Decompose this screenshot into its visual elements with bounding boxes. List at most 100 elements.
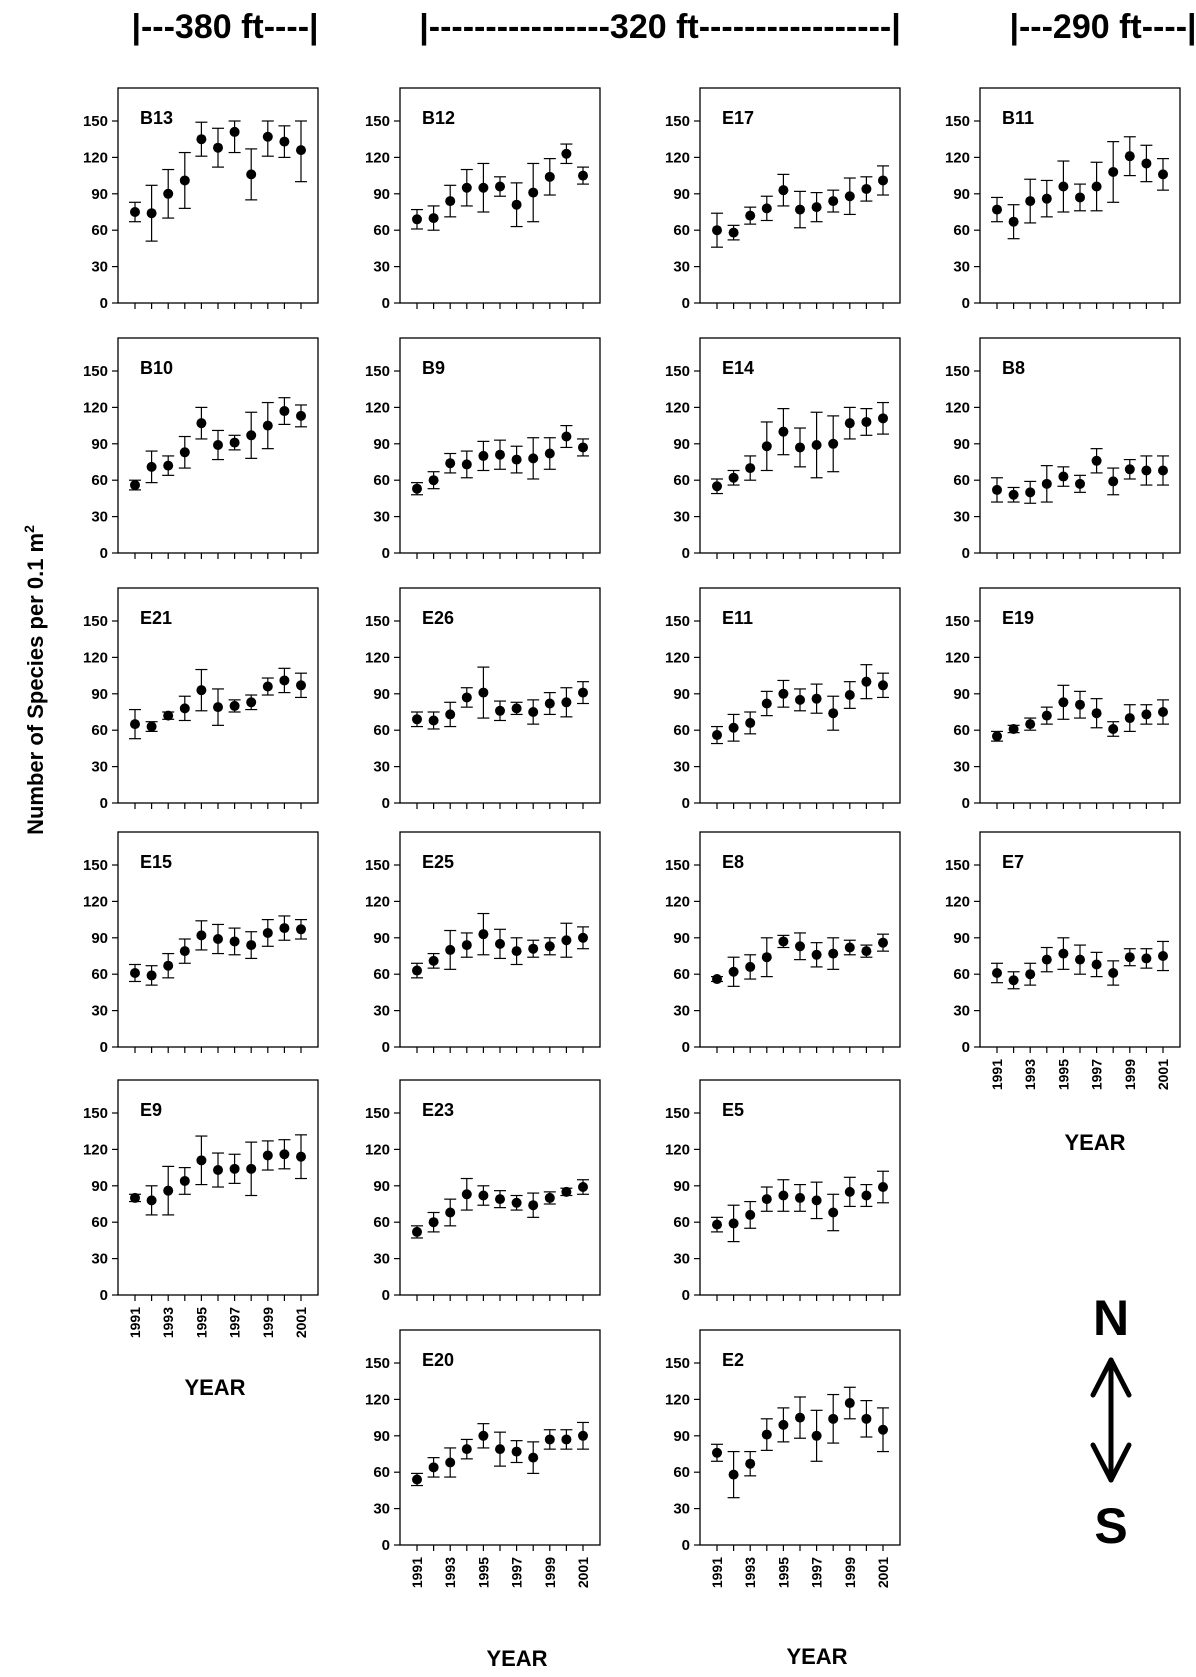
y-tick-label: 60 — [673, 1214, 690, 1231]
data-point — [528, 707, 539, 717]
y-tick-label: 0 — [382, 795, 390, 812]
data-point — [761, 441, 772, 452]
x-tick-label: 1991 — [709, 1557, 725, 1588]
data-point — [1124, 952, 1135, 963]
data-point — [544, 448, 555, 459]
y-tick-label: 90 — [673, 436, 690, 453]
data-point — [428, 475, 439, 486]
y-tick-label: 30 — [373, 1501, 390, 1518]
y-tick-label: 120 — [945, 649, 970, 666]
data-point — [495, 938, 505, 949]
data-point — [1141, 465, 1152, 476]
x-tick-label: 1999 — [1122, 1059, 1138, 1090]
data-point — [578, 687, 588, 698]
data-point — [262, 927, 273, 938]
data-point — [1108, 967, 1119, 978]
data-point — [1091, 455, 1102, 466]
panel-frame — [979, 337, 1181, 554]
data-point — [1058, 948, 1069, 959]
data-point — [428, 1217, 439, 1228]
y-tick-label: 60 — [953, 222, 970, 239]
data-point — [578, 170, 588, 181]
data-point — [445, 458, 456, 469]
y-tick-label: 150 — [665, 363, 690, 380]
data-point — [1141, 953, 1152, 964]
panel-label: E11 — [722, 608, 753, 628]
data-point — [1091, 708, 1102, 719]
data-point — [478, 182, 489, 193]
y-tick-label: 0 — [382, 1287, 390, 1304]
data-point — [1091, 181, 1102, 192]
y-tick-label: 90 — [373, 1178, 390, 1195]
panel-label: B8 — [1002, 358, 1025, 378]
y-tick-label: 90 — [373, 930, 390, 947]
y-tick-label: 0 — [962, 1039, 970, 1056]
panel-e14: 0 30 60 90 120 150 E14 — [665, 337, 901, 562]
data-point — [495, 705, 505, 716]
compass-south-label: S — [1094, 1498, 1127, 1554]
x-tick-label: 1997 — [1089, 1059, 1105, 1090]
data-point — [1158, 169, 1168, 180]
y-tick-label: 150 — [365, 857, 390, 874]
y-tick-label: 90 — [673, 1178, 690, 1195]
y-tick-label: 120 — [365, 649, 390, 666]
y-tick-label: 30 — [373, 259, 390, 276]
panel-e7: 0 30 60 90 120 150 1991 1993 1995 1997 1999 2001 E7 — [945, 831, 1181, 1090]
panel-label: E7 — [1002, 852, 1024, 872]
y-tick-label: 60 — [673, 222, 690, 239]
data-point — [712, 225, 722, 236]
y-tick-label: 90 — [373, 436, 390, 453]
data-point — [412, 1474, 422, 1485]
data-point — [1041, 710, 1052, 721]
y-tick-label: 60 — [91, 472, 108, 489]
y-tick-label: 150 — [83, 613, 108, 630]
y-tick-label: 120 — [365, 149, 390, 166]
data-point — [761, 203, 772, 214]
data-point — [213, 440, 223, 451]
y-tick-label: 150 — [665, 1355, 690, 1372]
data-point — [1141, 158, 1152, 169]
data-point — [229, 936, 240, 947]
panel-b10: 0 30 60 90 120 150 B10 — [83, 337, 319, 562]
data-point — [146, 461, 157, 472]
data-point — [844, 942, 855, 953]
data-point — [213, 934, 223, 945]
data-point — [246, 169, 257, 180]
y-tick-label: 0 — [682, 295, 690, 312]
panel-label: E5 — [722, 1100, 744, 1120]
data-point — [445, 709, 456, 720]
data-point — [578, 442, 588, 453]
x-tick-label: 1991 — [409, 1557, 425, 1588]
data-point — [478, 1430, 489, 1441]
x-axis-title-col1: YEAR — [184, 1375, 245, 1400]
data-point — [445, 1457, 456, 1468]
y-tick-label: 30 — [673, 1501, 690, 1518]
y-tick-label: 30 — [373, 1251, 390, 1268]
data-point — [179, 175, 190, 186]
y-tick-label: 120 — [83, 149, 108, 166]
data-point — [528, 943, 539, 954]
x-tick-label: 1993 — [742, 1557, 758, 1588]
y-tick-label: 120 — [83, 1141, 108, 1158]
y-tick-label: 30 — [91, 259, 108, 276]
data-point — [761, 1429, 772, 1440]
data-point — [728, 1469, 739, 1480]
x-tick-label: 1999 — [842, 1557, 858, 1588]
data-point — [246, 1163, 257, 1174]
y-tick-label: 90 — [373, 186, 390, 203]
data-point — [296, 1151, 306, 1162]
data-point — [163, 188, 174, 199]
data-point — [811, 1195, 822, 1206]
data-point — [778, 1419, 789, 1430]
data-point — [412, 714, 422, 725]
data-point — [445, 944, 456, 955]
data-point — [179, 447, 190, 458]
data-point — [179, 703, 190, 714]
data-point — [461, 459, 472, 470]
header-380ft: |---380 ft----| — [131, 8, 318, 46]
y-tick-label: 60 — [673, 1464, 690, 1481]
panel-e5: 0 30 60 90 120 150 E5 — [665, 1079, 901, 1304]
data-point — [528, 1200, 539, 1211]
data-point — [728, 966, 739, 977]
